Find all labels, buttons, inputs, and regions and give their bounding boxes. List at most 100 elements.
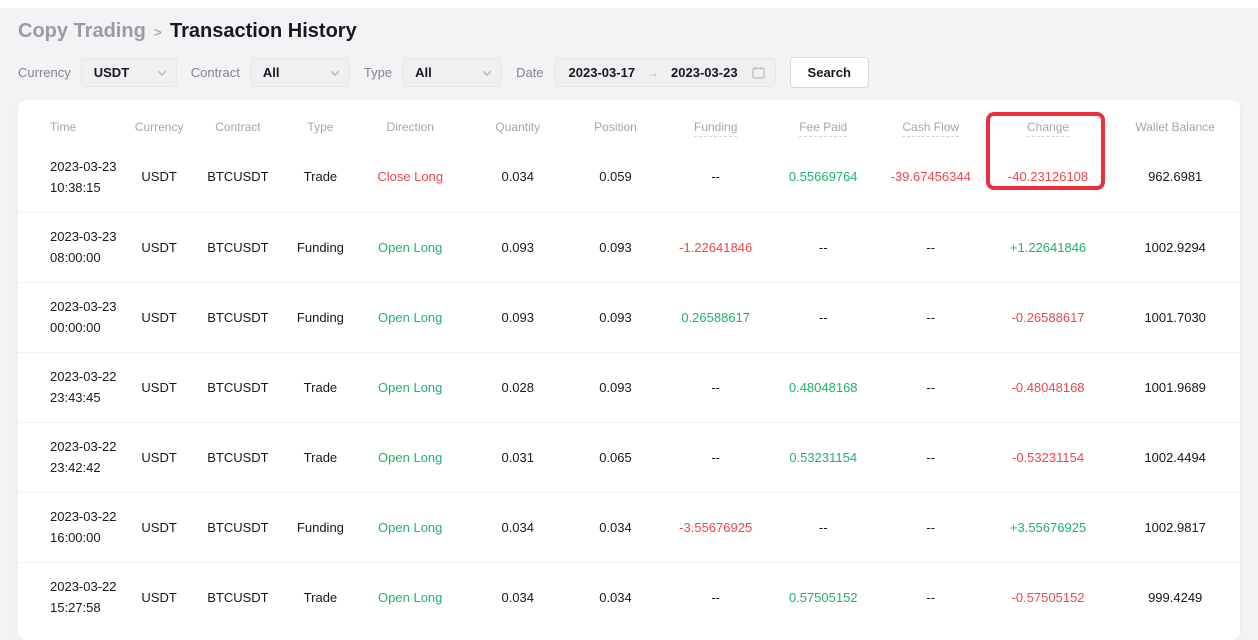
cell-fee_paid: -- xyxy=(770,211,876,282)
cell-cash_flow: -- xyxy=(875,211,986,282)
date-end-value: 2023-03-23 xyxy=(671,65,738,80)
column-header-currency: Currency xyxy=(134,120,184,134)
cell-time: 2023-03-22 15:27:58 xyxy=(18,561,128,632)
cell-type: Trade xyxy=(285,421,356,492)
transaction-table-card: Time Currency Contract Type Direction Quantit… xyxy=(18,100,1240,640)
cell-wallet_balance: 1002.9817 xyxy=(1110,491,1240,562)
cell-wallet_balance: 1002.9294 xyxy=(1110,211,1240,282)
calendar-icon xyxy=(751,66,765,79)
cell-fee_paid: 0.53231154 xyxy=(770,421,876,492)
chevron-down-icon xyxy=(157,70,167,76)
cell-position: 0.059 xyxy=(599,169,632,185)
breadcrumb-separator-icon: > xyxy=(153,23,162,40)
cell-funding: -- xyxy=(660,421,771,492)
table-header-row: Time Currency Contract Type Direction Quantit… xyxy=(18,100,1240,142)
cell-contract: BTCUSDT xyxy=(190,351,286,422)
cell-position: 0.065 xyxy=(570,421,661,492)
cell-quantity: 0.093 xyxy=(465,281,571,352)
cell-time: 2023-03-23 00:00:00 xyxy=(18,281,128,352)
filter-bar: Currency USDT Contract All Type All Date… xyxy=(18,57,1258,88)
cell-time: 2023-03-22 23:42:42 xyxy=(18,421,128,492)
cell-funding: -- xyxy=(660,561,771,632)
cell-quantity: 0.034 xyxy=(465,491,571,562)
column-header-wallet_balance: Wallet Balance xyxy=(1135,120,1215,134)
cell-direction: Open Long xyxy=(355,491,466,562)
cell-cash_flow: -- xyxy=(875,421,986,492)
date-start-value: 2023-03-17 xyxy=(568,65,636,80)
cell-time: 2023-03-23 08:00:00 xyxy=(18,211,128,282)
cell-direction: Open Long xyxy=(355,281,466,352)
cell-type: Trade xyxy=(285,561,356,632)
cell-quantity: 0.093 xyxy=(465,211,571,282)
contract-dropdown[interactable]: All xyxy=(249,58,350,87)
cell-wallet_balance: 1001.7030 xyxy=(1110,281,1240,352)
column-header-type: Type xyxy=(307,120,334,134)
currency-filter-label: Currency xyxy=(18,65,71,80)
date-range-arrow-icon: → xyxy=(647,65,660,80)
cell-change: -0.48048168 xyxy=(985,351,1111,422)
cell-cash_flow: -- xyxy=(875,281,986,352)
table-row: 2023-03-22 16:00:00 USDT BTCUSDT Funding Open… xyxy=(18,491,1240,562)
cell-wallet_balance: 962.6981 xyxy=(1148,169,1203,185)
column-header-change: Change xyxy=(986,100,1111,142)
cell-contract: BTCUSDT xyxy=(190,491,286,562)
cell-position: 0.093 xyxy=(570,351,661,422)
table-row: 2023-03-22 23:43:45 USDT BTCUSDT Trade Open L… xyxy=(18,351,1240,422)
cell-cash_flow: -- xyxy=(875,491,986,562)
cell-funding: -- xyxy=(660,351,771,422)
table-row: 2023-03-23 08:00:00 USDT BTCUSDT Funding Open… xyxy=(18,211,1240,282)
cell-currency: USDT xyxy=(127,561,191,632)
cell-position: 0.093 xyxy=(570,211,661,282)
cell-wallet_balance: 999.4249 xyxy=(1110,561,1240,632)
cell-cash_flow: -- xyxy=(875,561,986,632)
currency-dropdown[interactable]: USDT xyxy=(80,58,177,87)
transaction-table: Time Currency Contract Type Direction Quantit… xyxy=(18,100,1240,632)
column-header-direction: Direction xyxy=(386,120,434,134)
cell-change: +1.22641846 xyxy=(985,211,1111,282)
cell-direction: Open Long xyxy=(355,421,466,492)
cell-funding: 0.26588617 xyxy=(660,281,771,352)
cell-time: 2023-03-22 23:43:45 xyxy=(18,351,128,422)
cell-quantity: 0.034 xyxy=(501,169,535,185)
cell-cash_flow: -39.67456344 xyxy=(890,169,971,185)
cell-contract: BTCUSDT xyxy=(190,421,286,492)
cell-currency: USDT xyxy=(127,491,191,562)
top-strip xyxy=(0,0,1258,8)
cell-fee_paid: -- xyxy=(770,491,876,562)
cell-funding: -- xyxy=(711,169,721,185)
type-dropdown[interactable]: All xyxy=(402,58,503,87)
cell-fee_paid: 0.55669764 xyxy=(788,169,858,185)
cell-quantity: 0.034 xyxy=(465,561,571,632)
cell-position: 0.034 xyxy=(570,561,661,632)
search-button[interactable]: Search xyxy=(789,57,869,88)
cell-currency: USDT xyxy=(127,421,191,492)
table-row: 2023-03-22 23:42:42 USDT BTCUSDT Trade Open L… xyxy=(18,421,1240,492)
date-range-input[interactable]: 2023-03-17 → 2023-03-23 xyxy=(553,58,776,87)
cell-contract: BTCUSDT xyxy=(190,281,286,352)
cell-currency: USDT xyxy=(127,281,191,352)
cell-quantity: 0.028 xyxy=(465,351,571,422)
cell-fee_paid: -- xyxy=(770,281,876,352)
column-header-position: Position xyxy=(594,120,637,134)
date-filter-label: Date xyxy=(516,65,544,80)
table-row: 2023-03-23 00:00:00 USDT BTCUSDT Funding Open… xyxy=(18,281,1240,352)
cell-direction: Open Long xyxy=(355,211,466,282)
cell-type: Funding xyxy=(285,491,356,562)
currency-dropdown-value: USDT xyxy=(93,65,130,80)
column-header-fee_paid: Fee Paid xyxy=(771,100,876,142)
column-header-cash_flow: Cash Flow xyxy=(876,100,986,142)
cell-currency: USDT xyxy=(141,169,177,185)
cell-change: -0.57505152 xyxy=(985,561,1111,632)
table-row: 2023-03-23 10:38:15 USDT BTCUSDT Trade Close … xyxy=(18,142,1240,212)
chevron-down-icon xyxy=(330,70,340,76)
cell-type: Trade xyxy=(285,351,356,422)
breadcrumb: Copy Trading > Transaction History xyxy=(0,8,1258,43)
contract-filter-label: Contract xyxy=(190,65,240,80)
breadcrumb-parent-link[interactable]: Copy Trading xyxy=(18,20,146,42)
cell-wallet_balance: 1001.9689 xyxy=(1110,351,1240,422)
cell-change: -0.26588617 xyxy=(985,281,1111,352)
column-header-quantity: Quantity xyxy=(495,120,541,134)
cell-currency: USDT xyxy=(127,211,191,282)
cell-position: 0.093 xyxy=(570,281,661,352)
table-row: 2023-03-22 15:27:58 USDT BTCUSDT Trade Open L… xyxy=(18,561,1240,632)
